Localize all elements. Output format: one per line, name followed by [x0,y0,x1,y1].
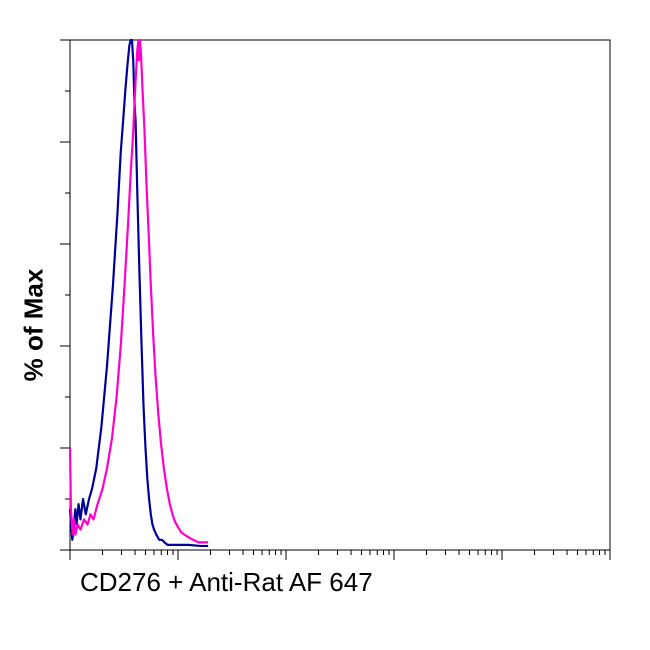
flow-cytometry-histogram: % of Max CD276 + Anti-Rat AF 647 [0,0,650,650]
chart-svg [0,0,650,650]
y-axis-label: % of Max [18,269,49,382]
x-axis-label: CD276 + Anti-Rat AF 647 [80,567,373,598]
